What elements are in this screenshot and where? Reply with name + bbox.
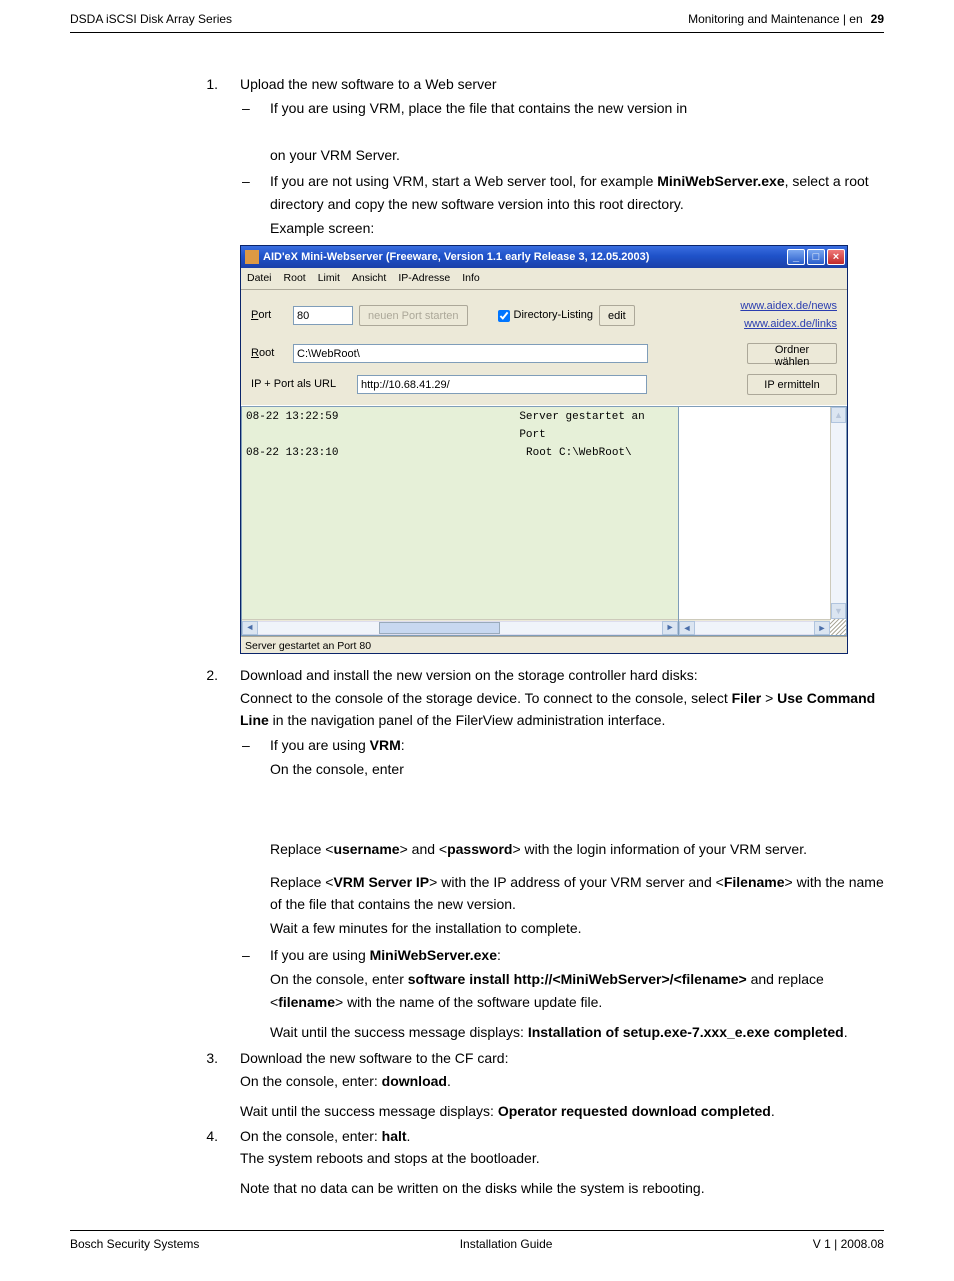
scroll-left-icon[interactable]: ◄ [679, 621, 695, 635]
port-label: Port [251, 307, 287, 325]
menu-item[interactable]: Limit [318, 270, 340, 287]
url-input[interactable] [357, 375, 647, 394]
link-news[interactable]: www.aidex.de/news [740, 298, 837, 316]
step1a-l1: If you are using VRM, place the file tha… [270, 97, 884, 119]
footer-center: Installation Guide [460, 1237, 553, 1251]
status-bar: Server gestartet an Port 80 [241, 636, 847, 653]
step3-l3: Wait until the success message displays:… [240, 1100, 884, 1122]
folder-button[interactable]: Ordner wählen [747, 343, 837, 364]
scroll-down-icon[interactable]: ▼ [831, 603, 846, 619]
vrm-replace2: Replace <VRM Server IP> with the IP addr… [270, 871, 884, 916]
v-scrollbar[interactable]: ▲ ▼ [830, 407, 846, 619]
page-footer: Bosch Security Systems Installation Guid… [70, 1230, 884, 1281]
root-input[interactable] [293, 344, 648, 363]
dash: – [240, 734, 270, 942]
footer-left: Bosch Security Systems [70, 1237, 199, 1251]
step4-l2: The system reboots and stops at the boot… [240, 1147, 884, 1169]
menu-item[interactable]: IP-Adresse [398, 270, 450, 287]
app-icon [245, 250, 259, 264]
url-label: IP + Port als URL [251, 376, 351, 394]
titlebar: AID'eX Mini-Webserver (Freeware, Version… [241, 246, 847, 268]
log-row: 08-22 13:23:10 Root C:\WebRoot\ [246, 445, 674, 463]
mws-l1: On the console, enter software install h… [270, 968, 884, 1013]
root-label: Root [251, 345, 287, 363]
log-row: 08-22 13:22:59 Server gestartet an Port [246, 409, 674, 444]
step4-l1: On the console, enter: halt. [240, 1125, 884, 1147]
log-pane: 08-22 13:22:59 Server gestartet an Port … [241, 406, 679, 636]
step2-num: 2. [70, 664, 240, 1045]
miniwebserver-window: AID'eX Mini-Webserver (Freeware, Version… [240, 245, 848, 654]
menu-item[interactable]: Ansicht [352, 270, 386, 287]
vrm-wait: Wait a few minutes for the installation … [270, 917, 884, 939]
h-scrollbar[interactable]: ◄ ► [242, 619, 678, 635]
window-title: AID'eX Mini-Webserver (Freeware, Version… [263, 249, 787, 267]
step4-num: 4. [70, 1125, 240, 1200]
right-pane: ▲ ▼ ◄ ► [679, 406, 847, 636]
ip-button[interactable]: IP ermitteln [747, 374, 837, 395]
resize-grip-icon[interactable] [830, 619, 846, 635]
new-port-button[interactable]: neuen Port starten [359, 305, 468, 326]
step2-connect: Connect to the console of the storage de… [240, 687, 884, 732]
vrm-replace1: Replace <username> and <password> with t… [270, 838, 884, 860]
mws-intro: If you are using MiniWebServer.exe: [270, 944, 884, 966]
h-scrollbar[interactable]: ◄ ► [679, 619, 830, 635]
header-section: Monitoring and Maintenance | en [688, 12, 863, 26]
menu-item[interactable]: Root [284, 270, 306, 287]
step1a-l2: on your VRM Server. [270, 144, 884, 166]
step4-l3: Note that no data can be written on the … [240, 1177, 884, 1199]
footer-right: V 1 | 2008.08 [813, 1237, 884, 1251]
scroll-left-icon[interactable]: ◄ [242, 621, 258, 635]
dash: – [240, 97, 270, 168]
dash: – [240, 944, 270, 1046]
step3-l2: On the console, enter: download. [240, 1070, 884, 1092]
dirlist-check-input[interactable] [498, 310, 510, 322]
step3-num: 3. [70, 1047, 240, 1122]
step1-text: Upload the new software to a Web server [240, 73, 884, 95]
step1b-example: Example screen: [270, 217, 884, 239]
dirlist-checkbox[interactable]: Directory-Listing [498, 307, 593, 325]
page-header: DSDA iSCSI Disk Array Series Monitoring … [70, 0, 884, 33]
form-area: Port neuen Port starten Directory-Listin… [241, 290, 847, 405]
maximize-button[interactable]: □ [807, 249, 825, 265]
mws-wait: Wait until the success message displays:… [270, 1021, 884, 1043]
vrm-enter: On the console, enter [270, 758, 884, 780]
menu-bar: Datei Root Limit Ansicht IP-Adresse Info [241, 268, 847, 290]
step1-num: 1. [70, 73, 240, 662]
scroll-up-icon[interactable]: ▲ [831, 407, 846, 423]
step3-text: Download the new software to the CF card… [240, 1047, 884, 1069]
header-left: DSDA iSCSI Disk Array Series [70, 12, 232, 26]
page-content: 1. Upload the new software to a Web serv… [70, 73, 884, 1200]
menu-item[interactable]: Info [462, 270, 480, 287]
page-number: 29 [871, 12, 884, 26]
step2-text: Download and install the new version on … [240, 664, 884, 686]
step1b-para: If you are not using VRM, start a Web se… [270, 170, 884, 215]
link-links[interactable]: www.aidex.de/links [740, 316, 837, 334]
minimize-button[interactable]: _ [787, 249, 805, 265]
edit-button[interactable]: edit [599, 305, 635, 326]
vrm-intro: If you are using VRM: [270, 734, 884, 756]
port-input[interactable] [293, 306, 353, 325]
close-button[interactable]: × [827, 249, 845, 265]
scroll-right-icon[interactable]: ► [814, 621, 830, 635]
menu-item[interactable]: Datei [247, 270, 272, 287]
scroll-right-icon[interactable]: ► [662, 621, 678, 635]
